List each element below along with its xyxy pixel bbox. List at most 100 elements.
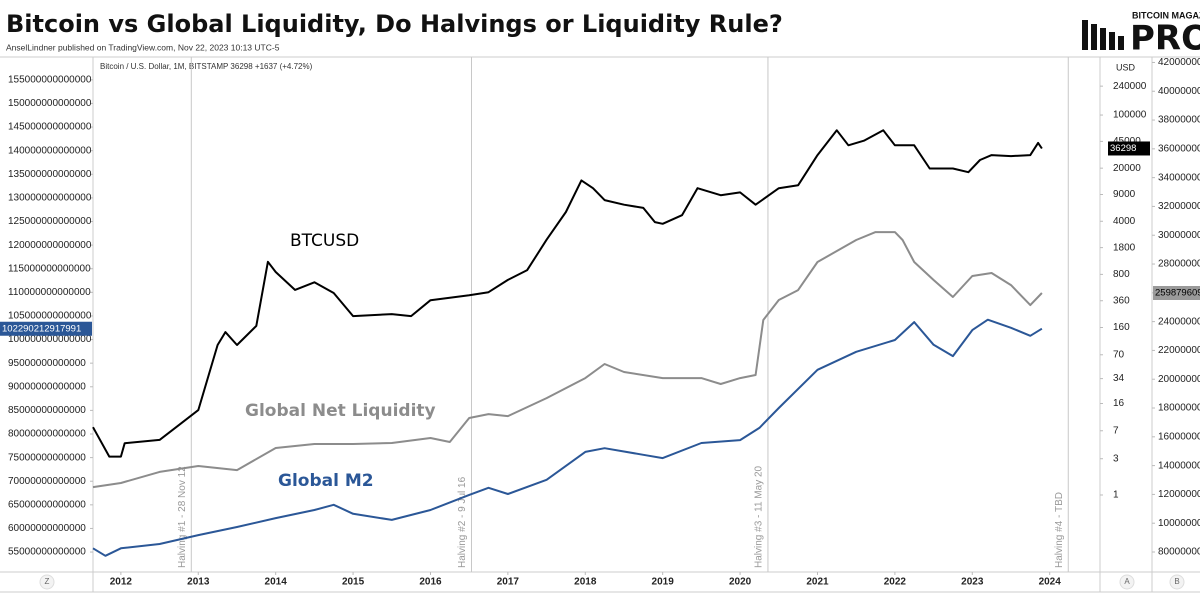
axis-button[interactable] <box>1169 574 1185 590</box>
logo: BITCOIN MAGAZINE PRO <box>1082 10 1200 59</box>
y-tick-label: 65000000000000 <box>8 499 86 510</box>
axis-button-label[interactable]: B <box>1174 577 1179 586</box>
y-tick-label: 70000000000000 <box>8 476 86 487</box>
price-change: +1637 (+4.72%) <box>255 62 313 71</box>
last-value-label: 2598796090000 <box>1155 288 1200 299</box>
halving-label: Halving #4 - TBD <box>1054 492 1065 568</box>
last-value-tag <box>0 321 92 336</box>
y-tick-label: 95000000000000 <box>8 358 86 369</box>
x-tick-label: 2024 <box>1039 577 1062 588</box>
x-tick-label: 2021 <box>806 577 829 588</box>
last-price: 36298 <box>230 62 253 71</box>
chart-title: Bitcoin vs Global Liquidity, Do Halvings… <box>6 10 783 38</box>
y2-tick-label: 7 <box>1113 425 1119 436</box>
y-tick-label: 150000000000000 <box>8 98 92 109</box>
last-value-label: 36298 <box>1110 143 1136 154</box>
y3-tick-label: 2400000000000 <box>1158 316 1200 327</box>
symbol-info: Bitcoin / U.S. Dollar, 1M, BITSTAMP 3629… <box>100 62 313 71</box>
y3-tick-label: 1000000000000 <box>1158 518 1200 529</box>
halving-label: Halving #2 - 9 Jul 16 <box>457 476 468 568</box>
x-tick-label: 2016 <box>419 577 442 588</box>
y2-tick-label: 20000 <box>1113 163 1141 174</box>
x-tick-label: 2019 <box>652 577 675 588</box>
x-tick-label: 2018 <box>574 577 597 588</box>
y3-tick-label: 4200000000000 <box>1158 57 1200 68</box>
logo-main: PRO <box>1130 19 1200 59</box>
chart-subtitle: AnselLindner published on TradingView.co… <box>6 42 280 52</box>
logo-bar <box>1118 36 1124 50</box>
y-tick-label: 60000000000000 <box>8 523 86 534</box>
y3-tick-label: 1800000000000 <box>1158 403 1200 414</box>
y2-tick-label: 240000 <box>1113 81 1147 92</box>
halving-label: Halving #3 - 11 May 20 <box>754 465 765 568</box>
y-tick-label: 100000000000000 <box>8 334 92 345</box>
x-tick-label: 2020 <box>729 577 752 588</box>
symbol-name: Bitcoin / U.S. Dollar, 1M, BITSTAMP <box>100 62 228 71</box>
y3-tick-label: 3600000000000 <box>1158 143 1200 154</box>
y-tick-label: 90000000000000 <box>8 381 86 392</box>
y-tick-label: 145000000000000 <box>8 122 92 133</box>
y2-tick-label: 100000 <box>1113 110 1147 121</box>
y-tick-label: 75000000000000 <box>8 452 86 463</box>
y2-tick-label: 70 <box>1113 349 1125 360</box>
y-tick-label: 85000000000000 <box>8 405 86 416</box>
y-tick-label: 130000000000000 <box>8 193 92 204</box>
logo-bar <box>1109 32 1115 50</box>
y3-tick-label: 1200000000000 <box>1158 489 1200 500</box>
y-tick-label: 135000000000000 <box>8 169 92 180</box>
y-tick-label: 105000000000000 <box>8 311 92 322</box>
x-tick-label: 2017 <box>497 577 520 588</box>
y2-tick-label: 360 <box>1113 295 1130 306</box>
y-tick-label: 80000000000000 <box>8 429 86 440</box>
y3-tick-label: 4000000000000 <box>1158 86 1200 97</box>
series-line <box>92 129 1043 458</box>
y2-tick-label: 160 <box>1113 322 1130 333</box>
series-label: Global M2 <box>278 471 374 491</box>
y3-tick-label: 1400000000000 <box>1158 460 1200 471</box>
y2-tick-label: 9000 <box>1113 189 1136 200</box>
y-tick-label: 140000000000000 <box>8 145 92 156</box>
logo-bar <box>1100 28 1106 50</box>
axis-button[interactable] <box>1119 574 1135 590</box>
y3-tick-label: 2200000000000 <box>1158 345 1200 356</box>
y-tick-label: 55000000000000 <box>8 547 86 558</box>
y2-tick-label: 1 <box>1113 490 1119 501</box>
x-tick-label: 2013 <box>187 577 210 588</box>
series-label: BTCUSD <box>290 231 359 251</box>
y2-tick-label: 34 <box>1113 373 1125 384</box>
y3-tick-label: 2800000000000 <box>1158 259 1200 270</box>
axis-button-label[interactable]: A <box>1124 577 1130 586</box>
y3-tick-label: 3000000000000 <box>1158 230 1200 241</box>
y3-tick-label: 1600000000000 <box>1158 431 1200 442</box>
last-value-tag <box>1153 285 1200 300</box>
x-tick-label: 2015 <box>342 577 365 588</box>
last-value-label: 102290212917991 <box>2 323 81 334</box>
y2-tick-label: 4000 <box>1113 216 1136 227</box>
halving-label: Halving #1 - 28 Nov 12 <box>177 466 188 568</box>
y2-tick-label: 3 <box>1113 453 1119 464</box>
y-tick-label: 155000000000000 <box>8 74 92 85</box>
y3-tick-label: 2000000000000 <box>1158 374 1200 385</box>
series-line <box>92 231 1043 489</box>
y-tick-label: 115000000000000 <box>8 263 91 274</box>
x-tick-label: 2023 <box>961 577 984 588</box>
series-label: Global Net Liquidity <box>245 401 436 421</box>
x-tick-label: 2012 <box>110 577 133 588</box>
y2-tick-label: 1800 <box>1113 242 1136 253</box>
y3-tick-label: 3200000000000 <box>1158 201 1200 212</box>
last-value-tag <box>1108 141 1150 156</box>
axis-button-label[interactable]: Z <box>45 577 50 586</box>
y3-tick-label: 3400000000000 <box>1158 172 1200 183</box>
axis-button[interactable] <box>39 574 55 590</box>
y2-unit: USD <box>1116 62 1136 72</box>
logo-top: BITCOIN MAGAZINE <box>1132 10 1200 20</box>
y-tick-label: 120000000000000 <box>8 240 92 251</box>
y3-tick-label: 3800000000000 <box>1158 115 1200 126</box>
y-tick-label: 110000000000000 <box>8 287 91 298</box>
y2-tick-label: 16 <box>1113 398 1125 409</box>
logo-bar <box>1082 20 1088 50</box>
x-tick-label: 2014 <box>265 577 288 588</box>
y3-tick-label: 800000000000 <box>1158 547 1200 558</box>
